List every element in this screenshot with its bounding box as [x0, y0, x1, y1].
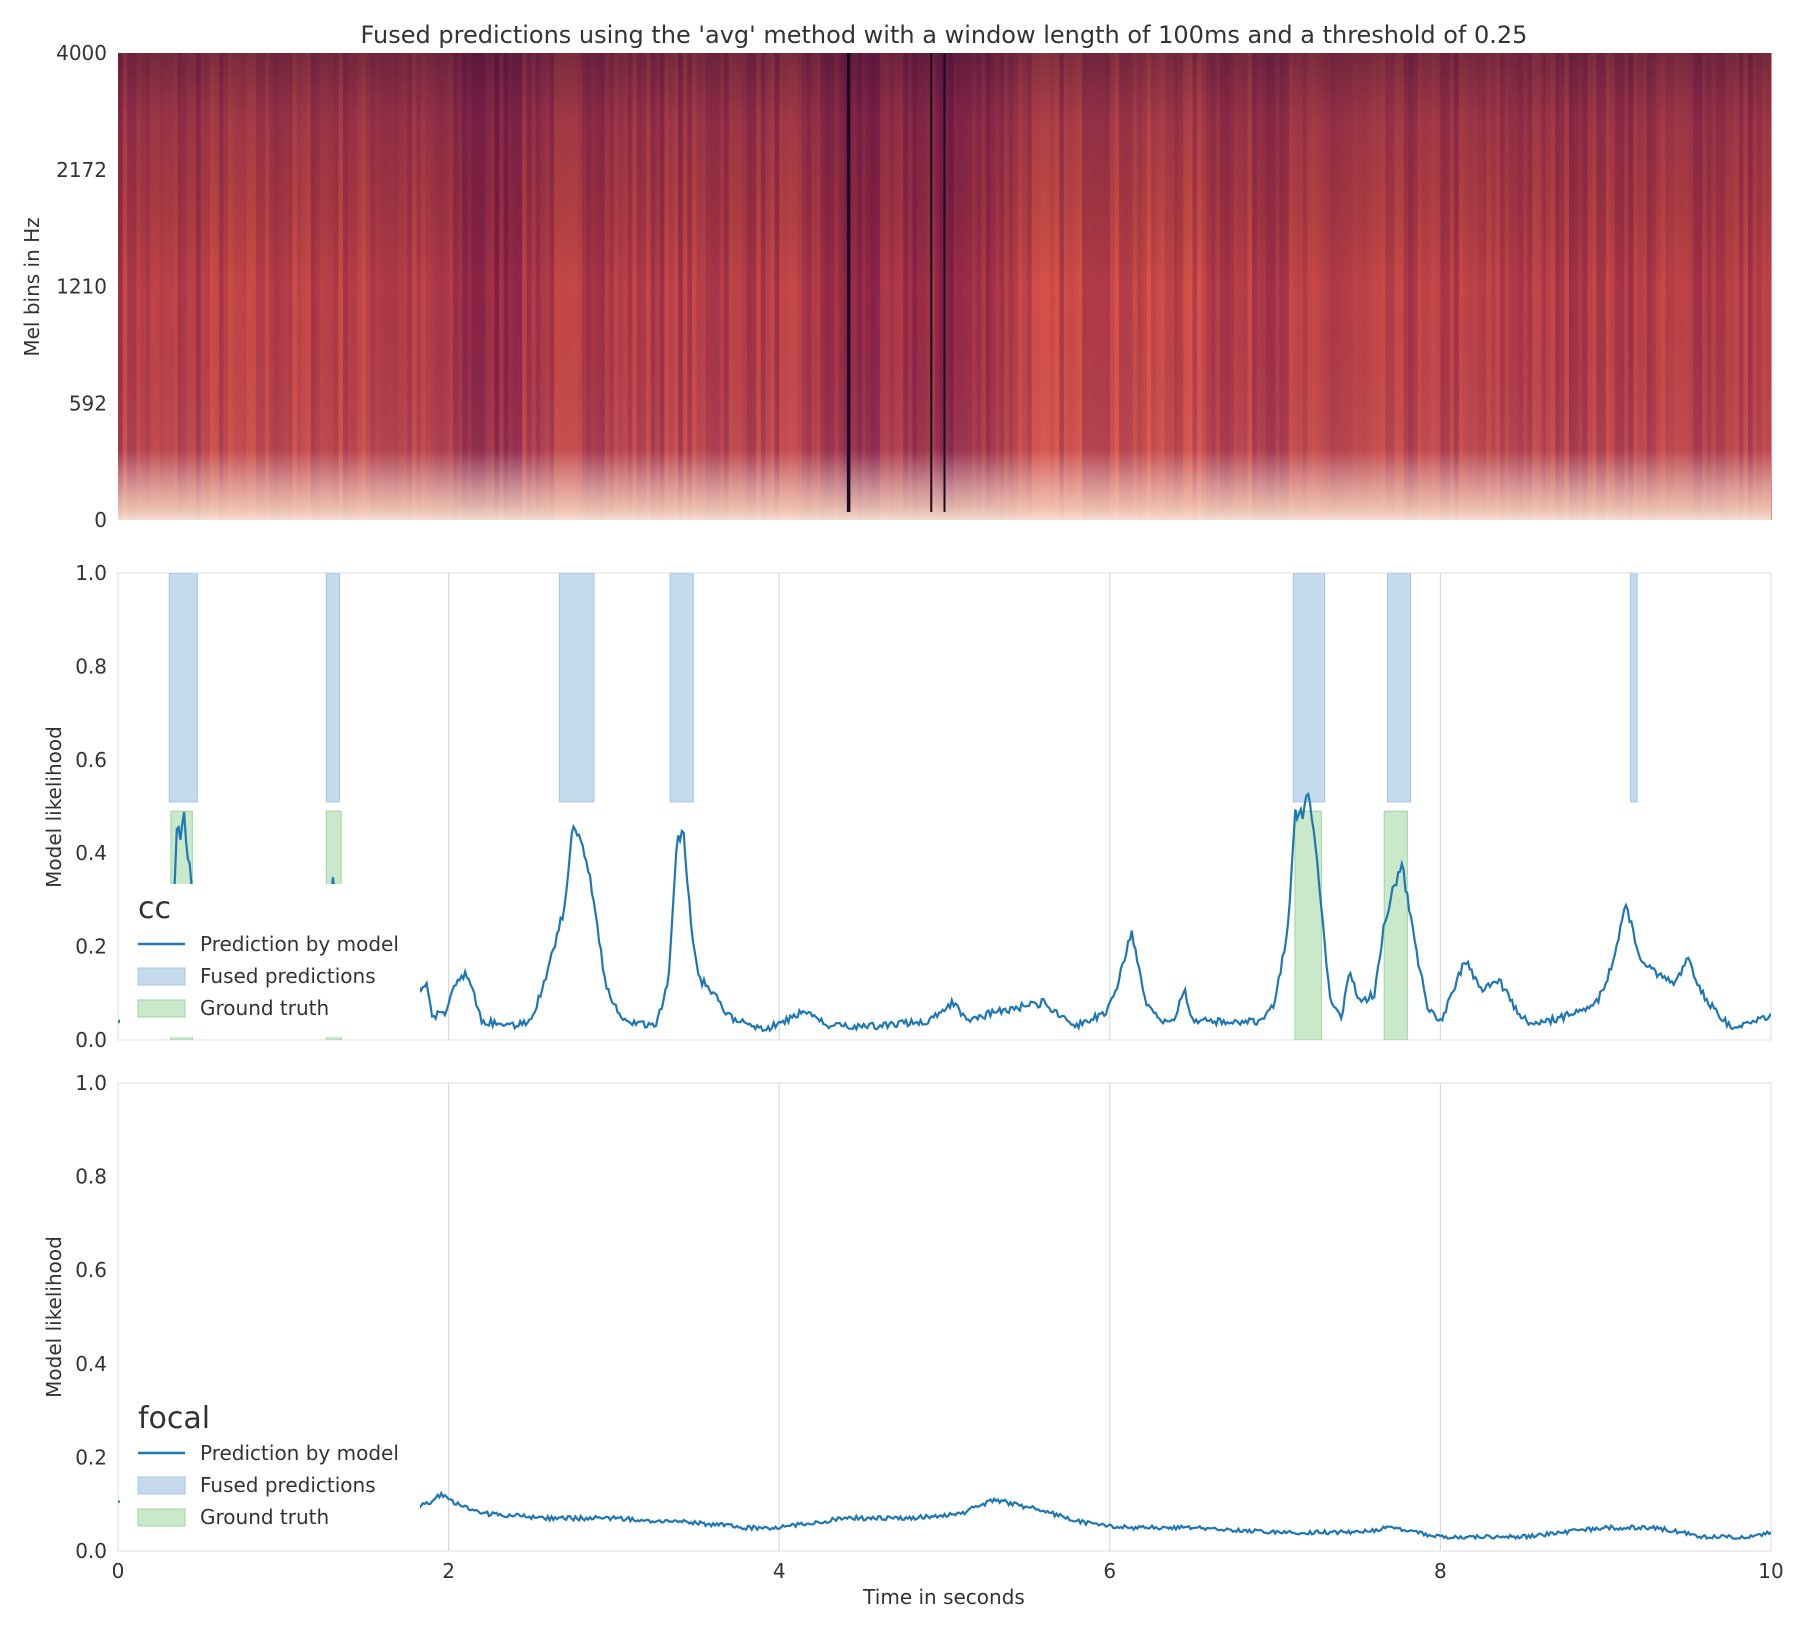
cc-grid	[448, 573, 1442, 1040]
x-tick-label: 6	[1103, 1559, 1116, 1583]
spectrogram-y-label: Mel bins in Hz	[20, 217, 44, 356]
x-tick-label: 8	[1434, 1559, 1447, 1583]
fused-prediction-region	[1292, 573, 1326, 803]
fused-prediction-region	[325, 573, 341, 803]
focal-legend-prediction-label: Prediction by model	[200, 1441, 399, 1465]
spectrogram-panel: 4000 2172 1210 592 0 Mel bins in Hz	[20, 41, 1772, 532]
cc-legend-fused-swatch	[137, 967, 186, 986]
focal-legend-fused-label: Fused predictions	[200, 1473, 376, 1497]
cc-legend-truth-swatch	[137, 999, 186, 1018]
chart-title: Fused predictions using the 'avg' method…	[361, 21, 1528, 49]
fused-prediction-region	[669, 573, 694, 803]
spectrogram-y-tick-label: 1210	[56, 275, 107, 299]
y-tick-label: 0.4	[75, 841, 107, 865]
ground-truth-region	[1294, 810, 1322, 1040]
focal-legend-fused-swatch	[137, 1476, 186, 1495]
y-tick-label: 0.8	[75, 654, 107, 678]
ground-truth-region	[1383, 810, 1408, 1040]
cc-y-ticks: 0.0 0.2 0.4 0.6 0.8 1.0	[75, 561, 107, 1052]
y-tick-label: 0.4	[75, 1352, 107, 1376]
fused-prediction-region	[558, 573, 595, 803]
x-tick-label: 2	[442, 1559, 455, 1583]
y-tick-label: 0.8	[75, 1165, 107, 1189]
cc-panel: 0.0 0.2 0.4 0.6 0.8 1.0 Model likelihood cc P…	[42, 561, 1772, 1052]
spectrogram-y-ticks: 4000 2172 1210 592 0	[56, 41, 107, 532]
cc-legend-title: cc	[138, 891, 171, 926]
y-tick-label: 0.6	[75, 1258, 107, 1282]
spectrogram-y-tick-label: 4000	[56, 41, 107, 65]
cc-legend-fused-label: Fused predictions	[200, 964, 376, 988]
y-tick-label: 1.0	[75, 561, 107, 585]
cc-legend-truth-label: Ground truth	[200, 996, 329, 1020]
focal-x-ticks: 0 2 4 6 8 10	[112, 1559, 1784, 1583]
y-tick-label: 0.0	[75, 1539, 107, 1563]
y-tick-label: 0.6	[75, 748, 107, 772]
cc-legend: cc Prediction by model Fused predictions…	[120, 884, 420, 1037]
spectrogram-y-tick-label: 0	[94, 508, 107, 532]
focal-y-label: Model likelihood	[42, 1236, 66, 1398]
focal-legend-title: focal	[138, 1401, 210, 1436]
focal-grid	[448, 1083, 1442, 1551]
focal-legend: focal Prediction by model Fused predicti…	[120, 1393, 420, 1548]
fused-prediction-region	[168, 573, 198, 803]
cc-fused-predictions	[168, 573, 1638, 803]
spectrogram-y-tick-label: 592	[69, 391, 107, 415]
x-tick-label: 10	[1758, 1559, 1783, 1583]
focal-panel: 0.0 0.2 0.4 0.6 0.8 1.0 0 2 4 6 8 10 Model likelih…	[42, 1071, 1784, 1609]
y-tick-label: 0.2	[75, 935, 107, 959]
y-tick-label: 1.0	[75, 1071, 107, 1095]
focal-axes-frame	[117, 1082, 1772, 1552]
focal-y-ticks: 0.0 0.2 0.4 0.6 0.8 1.0	[75, 1071, 107, 1563]
y-tick-label: 0.0	[75, 1028, 107, 1052]
cc-y-label: Model likelihood	[42, 726, 66, 888]
cc-legend-prediction-label: Prediction by model	[200, 932, 399, 956]
x-tick-label: 4	[773, 1559, 786, 1583]
x-tick-label: 0	[112, 1559, 125, 1583]
fused-prediction-region	[1629, 573, 1638, 803]
spectrogram-dark-lines	[846, 53, 946, 512]
focal-legend-truth-swatch	[137, 1508, 186, 1527]
x-axis-label: Time in seconds	[862, 1585, 1025, 1609]
spectrogram-y-tick-label: 2172	[56, 158, 107, 182]
focal-legend-truth-label: Ground truth	[200, 1505, 329, 1529]
fused-prediction-region	[1387, 573, 1412, 803]
y-tick-label: 0.2	[75, 1445, 107, 1469]
